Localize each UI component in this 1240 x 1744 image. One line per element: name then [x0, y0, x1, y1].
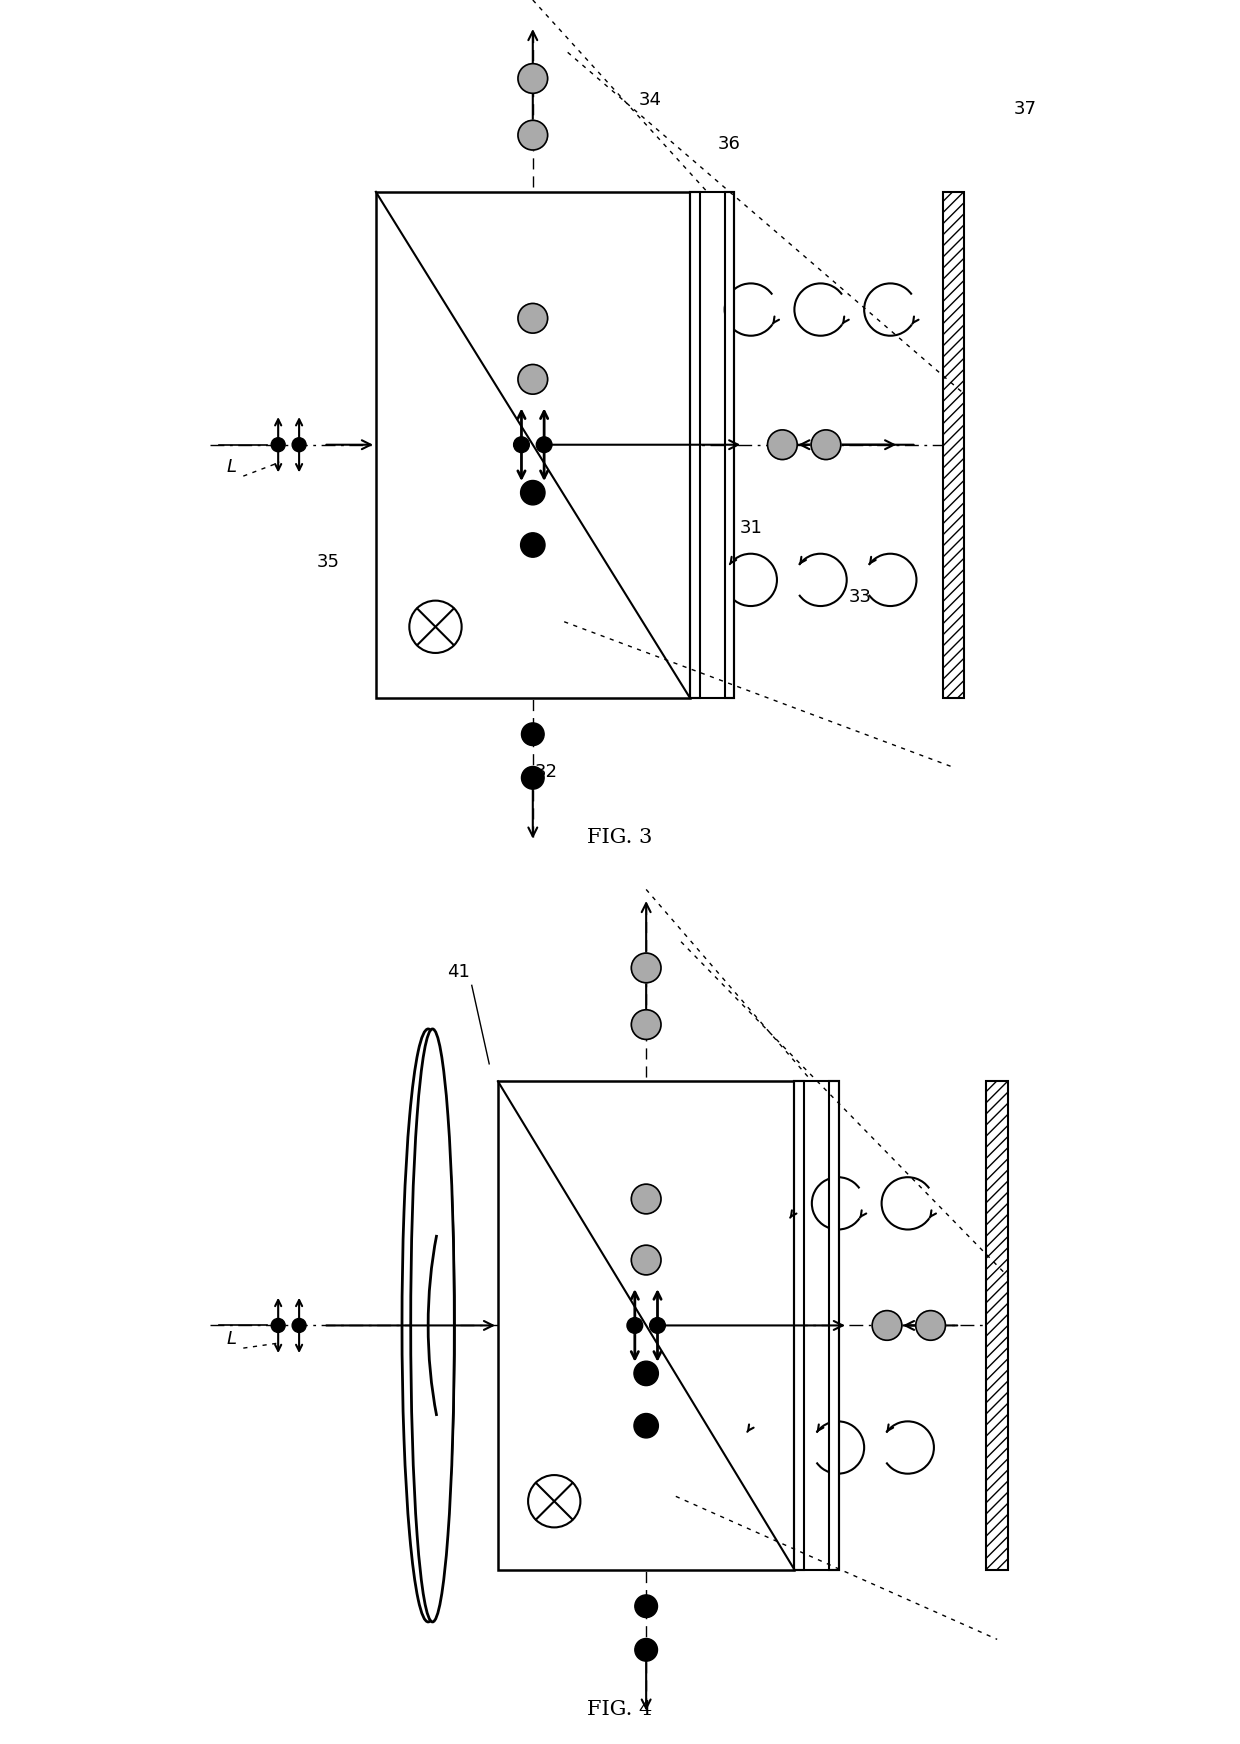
Circle shape — [650, 1318, 666, 1332]
Circle shape — [872, 1311, 901, 1339]
Circle shape — [634, 1413, 658, 1437]
Circle shape — [522, 722, 544, 746]
Text: FIG. 3: FIG. 3 — [588, 828, 652, 846]
Circle shape — [536, 438, 552, 452]
Text: L: L — [227, 1329, 237, 1348]
Circle shape — [631, 1010, 661, 1039]
Circle shape — [521, 532, 546, 558]
Text: 32: 32 — [534, 762, 558, 781]
Circle shape — [293, 438, 306, 452]
Circle shape — [631, 1245, 661, 1275]
Text: 34: 34 — [639, 91, 662, 110]
Text: 37: 37 — [1014, 99, 1037, 119]
Bar — [830, 1081, 839, 1570]
Circle shape — [631, 1184, 661, 1214]
Bar — [689, 192, 699, 698]
Text: 36: 36 — [718, 134, 740, 153]
Ellipse shape — [410, 1029, 454, 1622]
Circle shape — [635, 1594, 657, 1618]
Circle shape — [635, 1639, 657, 1660]
Bar — [689, 192, 734, 698]
Text: 35: 35 — [316, 553, 340, 572]
Circle shape — [528, 1475, 580, 1528]
Circle shape — [811, 429, 841, 460]
Bar — [376, 192, 689, 698]
Text: 41: 41 — [448, 963, 470, 982]
Circle shape — [272, 1318, 285, 1332]
Circle shape — [522, 767, 544, 788]
Circle shape — [518, 364, 548, 394]
Circle shape — [518, 120, 548, 150]
Circle shape — [521, 480, 546, 506]
Bar — [724, 192, 734, 698]
Circle shape — [513, 438, 529, 452]
Text: FIG. 4: FIG. 4 — [588, 1700, 652, 1718]
Circle shape — [631, 952, 661, 982]
Circle shape — [916, 1311, 945, 1339]
Text: L: L — [227, 457, 237, 476]
Text: 31: 31 — [739, 518, 763, 537]
Bar — [986, 1081, 1008, 1570]
Circle shape — [634, 1360, 658, 1385]
Bar — [942, 192, 965, 698]
Circle shape — [518, 303, 548, 333]
Bar — [498, 1081, 795, 1570]
Circle shape — [518, 63, 548, 94]
Bar — [795, 1081, 839, 1570]
Text: 33: 33 — [848, 588, 872, 607]
Circle shape — [272, 438, 285, 452]
Circle shape — [627, 1318, 642, 1332]
Circle shape — [293, 1318, 306, 1332]
Circle shape — [768, 429, 797, 460]
Circle shape — [409, 600, 461, 652]
Bar — [795, 1081, 805, 1570]
